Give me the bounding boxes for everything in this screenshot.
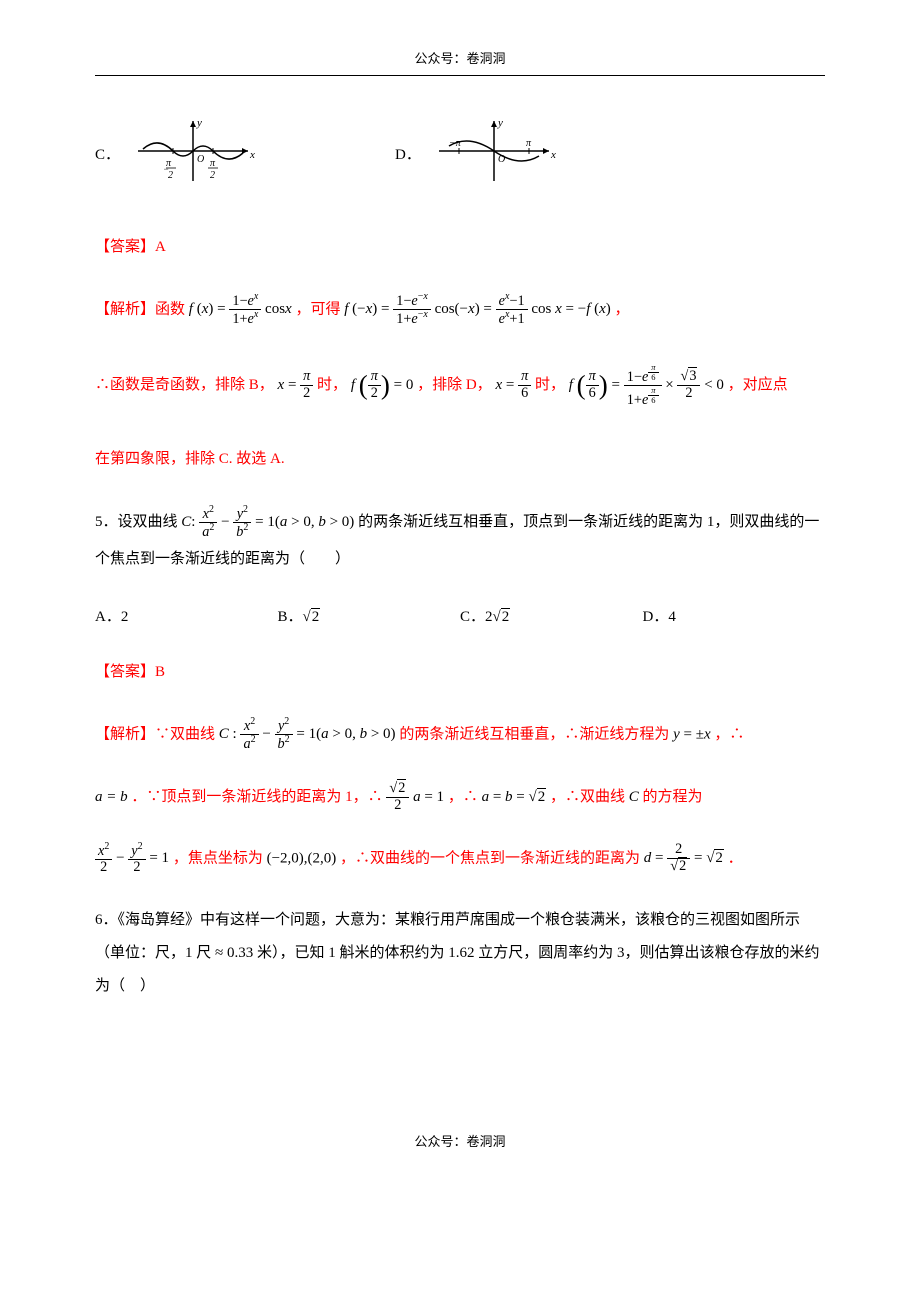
- q5-p2-c: ，∴双曲线: [550, 789, 625, 805]
- q5-stem-a: 设双曲线: [118, 514, 178, 530]
- q4-graph-c: y x O − π 2 π 2: [128, 116, 258, 191]
- svg-text:π: π: [166, 158, 172, 169]
- q5-final-eq: x22 − y22 = 1: [95, 850, 173, 866]
- q5-hyp2: C : x2a2 − y2b2 = 1(a > 0, b > 0): [219, 726, 400, 742]
- footer-text: 公众号：卷洞洞: [414, 1134, 505, 1149]
- svg-text:π: π: [526, 138, 532, 149]
- q4-a2-a: ∴函数是奇函数，排除 B，: [95, 377, 274, 393]
- q5-p2-b: ，∴: [448, 789, 478, 805]
- analysis-label: 【解析】: [95, 726, 155, 742]
- q4-analysis-3: 在第四象限，排除 C. 故选 A.: [95, 443, 825, 476]
- q5-p3-b: ，∴双曲线的一个焦点到一条渐近线的距离为: [340, 850, 640, 866]
- q4-a2-b: 时，: [317, 377, 347, 393]
- q5-p2-d: 的方程为: [643, 789, 703, 805]
- q4-f-pi6: f (π6) = 1−eπ61+eπ6 × 32 < 0: [569, 377, 728, 393]
- q4-a1-c: ，: [615, 301, 630, 317]
- q5-ypm: y = ±x: [673, 726, 711, 742]
- q5-options: A．2 B．2 C．22 D．4: [95, 605, 825, 626]
- q5-answer: 【答案】B: [95, 656, 825, 689]
- svg-text:π: π: [210, 158, 216, 169]
- q5-analysis-2: a = b ．∵顶点到一条渐近线的距离为 1，∴ 22 a = 1 ，∴ a =…: [95, 781, 825, 814]
- svg-text:2: 2: [210, 170, 215, 181]
- q5-answer-letter: B: [155, 664, 165, 680]
- q5-stem: 5．设双曲线 C: x2a2 − y2b2 = 1(a > 0, b > 0) …: [95, 504, 825, 576]
- analysis-label: 【解析】: [95, 301, 155, 317]
- q5-foci: (−2,0),(2,0): [267, 850, 337, 866]
- svg-text:x: x: [550, 149, 556, 161]
- q4-options-cd: C． y x O − π 2 π: [95, 116, 825, 191]
- q5-number: 5．: [95, 514, 118, 530]
- svg-text:2: 2: [168, 170, 173, 181]
- q4-a1-a: 函数: [155, 301, 185, 317]
- svg-text:y: y: [497, 117, 503, 129]
- q4-option-d: D． y x O −π π: [395, 116, 559, 191]
- svg-text:y: y: [196, 117, 202, 129]
- q4-analysis-2: ∴函数是奇函数，排除 B， x = π2 时， f (π2) = 0 ，排除 D…: [95, 356, 825, 415]
- q4-a2-c: ，排除 D，: [417, 377, 492, 393]
- q4-f-pi2: f (π2) = 0: [351, 377, 417, 393]
- q5-p1-a: ∵双曲线: [155, 726, 215, 742]
- q5-p3-c: ．: [728, 850, 743, 866]
- q5-d: d = 22 = 2: [644, 850, 728, 866]
- q6-stem: 6．《海岛算经》中有这样一个问题，大意为：某粮行用芦席围成一个粮仓装满米，该粮仓…: [95, 904, 825, 1003]
- q5-analysis-1: 【解析】∵双曲线 C : x2a2 − y2b2 = 1(a > 0, b > …: [95, 717, 825, 753]
- svg-text:O: O: [197, 154, 204, 165]
- q5-p3-a: ，焦点坐标为: [173, 850, 263, 866]
- q5-p1-c: ，∴: [714, 726, 744, 742]
- q4-optc-label: C．: [95, 143, 120, 164]
- q4-graph-d: y x O −π π: [429, 116, 559, 191]
- q6-number: 6．: [95, 912, 118, 928]
- q5-analysis-3: x22 − y22 = 1 ，焦点坐标为 (−2,0),(2,0) ，∴双曲线的…: [95, 842, 825, 876]
- q4-answer-letter: A: [155, 239, 166, 255]
- q4-fx: f (x) = 1−ex1+ex cosx: [189, 301, 296, 317]
- header-text: 公众号：卷洞洞: [414, 51, 505, 66]
- answer-label: 【答案】: [95, 664, 155, 680]
- q5-opt-a: A．2: [95, 605, 278, 626]
- q4-x-pi6: x = π6: [495, 377, 535, 393]
- q5-aeqb: a = b: [95, 789, 128, 805]
- q4-optd-label: D．: [395, 143, 421, 164]
- q4-a1-b: ，可得: [295, 301, 340, 317]
- q4-a2-d: 时，: [535, 377, 565, 393]
- page-footer: 公众号：卷洞洞: [95, 1123, 825, 1158]
- q5-sqrt2-2-a: 22 a = 1: [386, 789, 447, 805]
- q5-C: C: [629, 789, 639, 805]
- svg-text:x: x: [249, 149, 255, 161]
- q4-a2-e: ，对应点: [728, 377, 788, 393]
- q4-analysis-1: 【解析】函数 f (x) = 1−ex1+ex cosx ，可得 f (−x) …: [95, 292, 825, 328]
- q6-stem-a: 《海岛算经》中有这样一个问题，大意为：某粮行用芦席围成一个粮仓装满米，该粮仓的三…: [95, 912, 820, 994]
- q5-p2-a: ．∵顶点到一条渐近线的距离为 1，∴: [131, 789, 382, 805]
- q5-hyperbola: C: x2a2 − y2b2 = 1(a > 0, b > 0): [181, 514, 358, 530]
- q4-fnegx: f (−x) = 1−e−x1+e−x cos(−x) = ex−1ex+1 c…: [344, 301, 614, 317]
- q5-opt-b: B．2: [278, 605, 461, 626]
- q4-option-c: C． y x O − π 2 π: [95, 116, 395, 191]
- answer-label: 【答案】: [95, 239, 155, 255]
- q5-opt-d: D．4: [643, 605, 826, 626]
- q5-opt-c: C．22: [460, 605, 643, 626]
- q5-p1-b: 的两条渐近线互相垂直，∴渐近线方程为: [399, 726, 669, 742]
- page-header: 公众号：卷洞洞: [95, 40, 825, 76]
- q4-x-pi2: x = π2: [278, 377, 318, 393]
- q4-answer: 【答案】A: [95, 231, 825, 264]
- q5-ab-sqrt2: a = b = 2: [482, 789, 547, 805]
